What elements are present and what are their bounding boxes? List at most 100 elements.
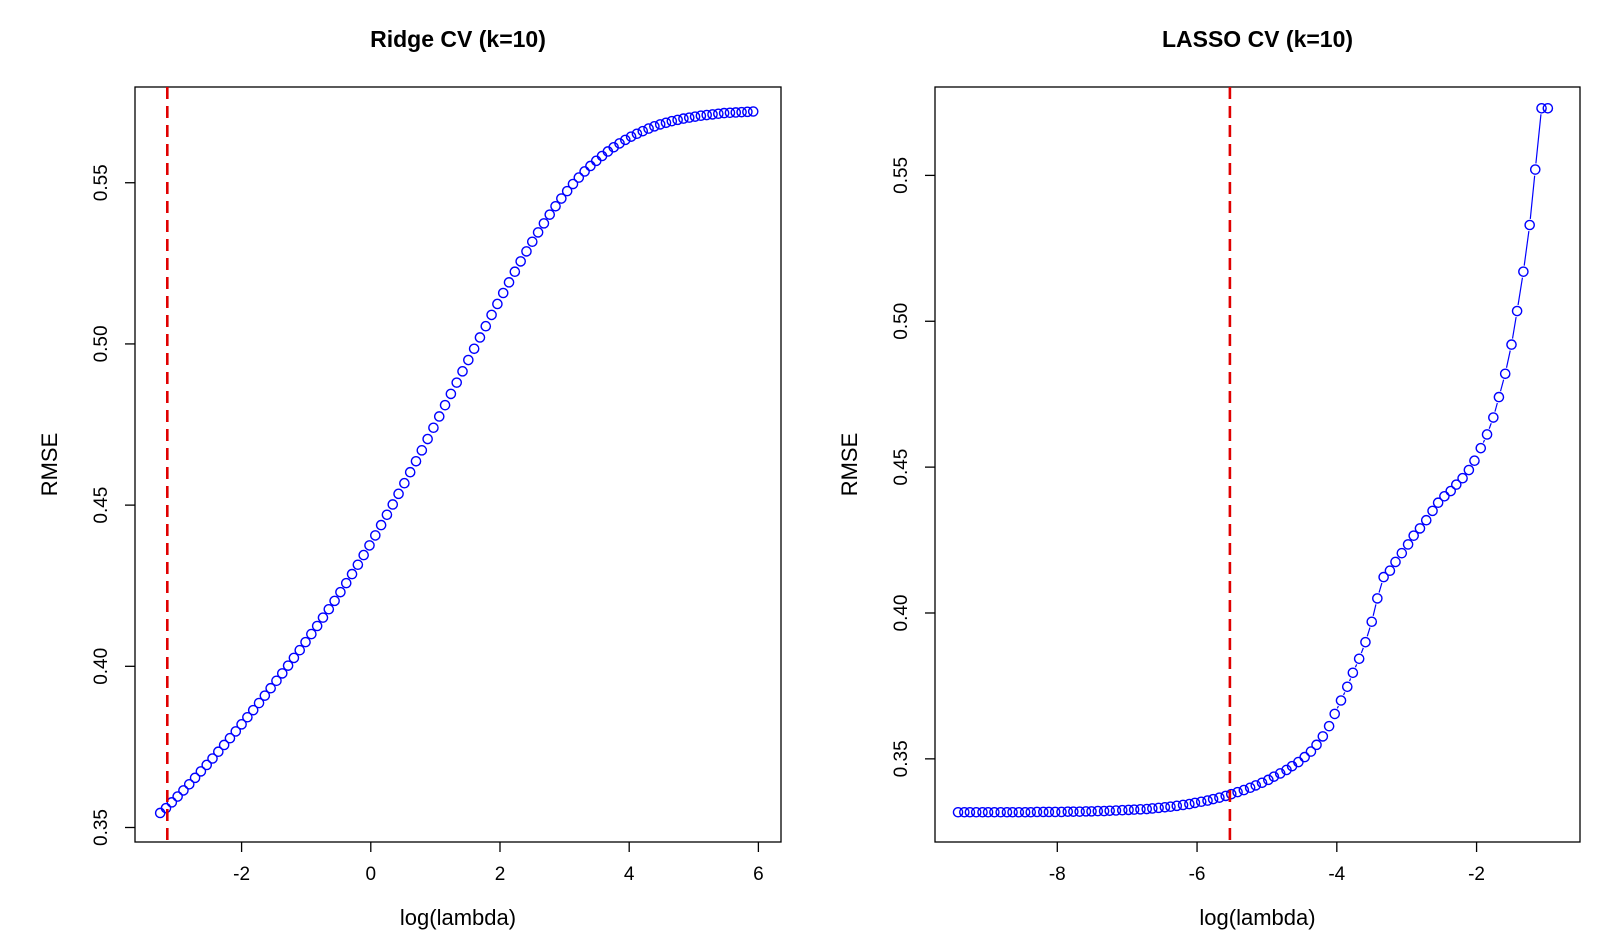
x-tick-label: -2 <box>233 864 250 885</box>
data-point <box>1347 667 1359 679</box>
data-point <box>445 388 457 400</box>
y-tick-label: 0.55 <box>891 157 912 194</box>
data-point <box>614 138 625 149</box>
data-point <box>1542 102 1554 114</box>
x-tick-label: -8 <box>1049 864 1066 885</box>
data-point <box>1074 806 1085 817</box>
data-point <box>1141 803 1153 815</box>
data-point <box>1432 497 1444 509</box>
data-point <box>189 772 201 784</box>
data-point <box>1402 539 1414 550</box>
data-point <box>492 298 503 310</box>
data-point <box>1469 455 1480 467</box>
data-point <box>1043 806 1055 818</box>
data-point <box>567 178 579 190</box>
data-point <box>1305 746 1317 757</box>
data-point <box>370 530 381 541</box>
data-point <box>1165 801 1176 813</box>
data-point <box>1323 720 1335 732</box>
data-point <box>224 732 236 744</box>
data-point <box>317 612 329 623</box>
connector-segment <box>1372 604 1377 616</box>
data-point <box>550 200 561 212</box>
data-point <box>463 354 474 366</box>
ridge-cv-panel: Ridge CV (k=10) log(lambda) RMSE -2 0 2 4 6 … <box>37 26 782 930</box>
data-point <box>1390 556 1401 568</box>
data-point <box>689 111 701 122</box>
connector-segment <box>1378 582 1383 593</box>
data-point <box>1177 799 1189 811</box>
data-point <box>1019 806 1031 818</box>
data-point <box>1372 593 1383 604</box>
connector-segment <box>1499 379 1505 392</box>
data-point <box>1225 788 1237 800</box>
x-tick-label: 2 <box>495 864 506 885</box>
data-point <box>1445 485 1457 497</box>
data-point <box>970 806 982 818</box>
data-point <box>654 119 666 130</box>
chart-title: Ridge CV (k=10) <box>370 26 546 52</box>
data-point <box>1250 780 1262 791</box>
data-point <box>1013 806 1025 818</box>
y-tick-label: 0.35 <box>891 740 912 777</box>
data-point <box>1171 800 1183 812</box>
data-point <box>1274 768 1286 779</box>
data-point <box>439 399 451 411</box>
plot-frame <box>934 86 1581 843</box>
connector-segment <box>1523 230 1530 266</box>
chart-title: LASSO CV (k=10) <box>1162 26 1353 52</box>
connector-segment <box>1360 647 1364 654</box>
data-point <box>736 106 747 118</box>
connector-segment <box>1529 175 1536 219</box>
data-point <box>1038 806 1049 818</box>
data-point <box>579 166 590 177</box>
data-point <box>742 106 753 118</box>
connector-segment <box>1354 664 1358 668</box>
connector-segment <box>1517 277 1524 306</box>
data-point <box>340 577 352 589</box>
data-point <box>1159 801 1171 813</box>
data-point <box>643 123 654 134</box>
data-point <box>1360 636 1371 648</box>
y-tick-label: 0.45 <box>891 449 912 486</box>
data-point <box>1244 782 1256 794</box>
data-point <box>1128 804 1140 815</box>
data-point <box>1439 490 1450 502</box>
data-point <box>207 753 218 764</box>
data-point <box>294 644 306 656</box>
data-point <box>282 660 294 671</box>
data-point <box>1031 806 1043 818</box>
data-point <box>1529 164 1541 175</box>
data-point <box>399 477 410 489</box>
connector-segment <box>1366 627 1371 637</box>
data-point <box>1378 571 1389 583</box>
data-point <box>959 806 970 818</box>
data-point <box>977 806 988 818</box>
data-point <box>1536 102 1547 114</box>
lasso-cv-panel: LASSO CV (k=10) log(lambda) RMSE -8 -6 -4-… <box>837 26 1581 930</box>
data-point <box>1098 805 1110 817</box>
data-point <box>707 109 718 120</box>
connector-segment <box>1343 692 1346 696</box>
data-point <box>433 411 445 422</box>
data-point <box>1511 305 1523 317</box>
data-point <box>1086 806 1097 817</box>
data-point <box>1481 429 1493 440</box>
x-tick-label: 4 <box>624 864 635 885</box>
x-axis-label: log(lambda) <box>1199 905 1315 930</box>
data-point <box>486 309 497 321</box>
data-point <box>358 549 369 561</box>
data-point <box>1499 368 1511 380</box>
data-point <box>666 115 678 127</box>
data-point <box>631 128 643 140</box>
data-point <box>242 711 253 723</box>
data-point <box>236 719 247 730</box>
data-point <box>730 107 742 118</box>
data-point <box>637 125 649 137</box>
data-point <box>1184 798 1195 810</box>
data-point <box>532 227 544 238</box>
series-connectors <box>1336 114 1542 709</box>
data-point <box>1189 797 1201 809</box>
rmse-points <box>952 102 1554 818</box>
y-axis-ticks: 0.35 0.40 0.45 0.50 0.55 <box>891 157 935 777</box>
